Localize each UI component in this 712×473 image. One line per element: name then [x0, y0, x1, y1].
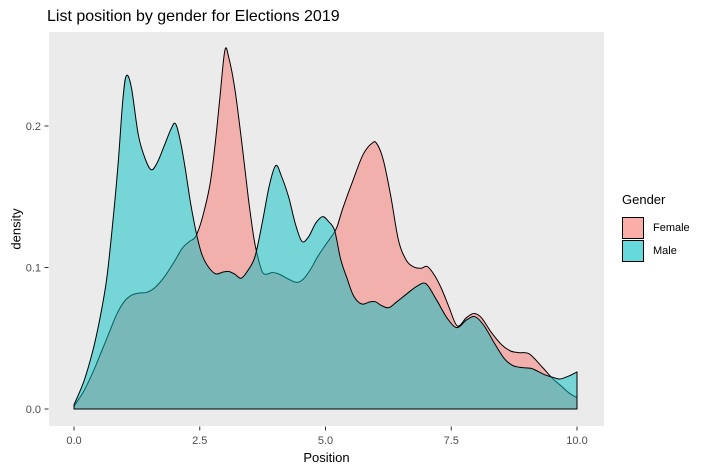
- male-density-area: [73, 74, 578, 410]
- y-axis-label: density: [8, 208, 24, 250]
- male-swatch: [622, 239, 644, 262]
- x-tick-label: 10.0: [566, 435, 587, 447]
- x-tick-label: 2.5: [192, 435, 207, 447]
- female-swatch: [622, 216, 644, 239]
- legend-title: Gender: [622, 192, 666, 207]
- legend-item-female: Female: [622, 216, 690, 239]
- legend-item-male: Male: [622, 239, 690, 262]
- legend-label-male: Male: [653, 244, 677, 257]
- x-tick-label: 0.0: [66, 435, 81, 447]
- legend: Gender Female Male: [622, 192, 690, 262]
- x-tick-label: 5.0: [318, 435, 333, 447]
- y-tick-label: 0.0: [26, 404, 41, 416]
- y-tick-label: 0.1: [26, 263, 41, 275]
- chart-title: List position by gender for Elections 20…: [47, 8, 340, 25]
- x-tick-label: 7.5: [444, 435, 459, 447]
- x-axis-label: Position: [303, 450, 350, 465]
- legend-label-female: Female: [653, 221, 690, 234]
- y-tick-label: 0.2: [26, 121, 41, 133]
